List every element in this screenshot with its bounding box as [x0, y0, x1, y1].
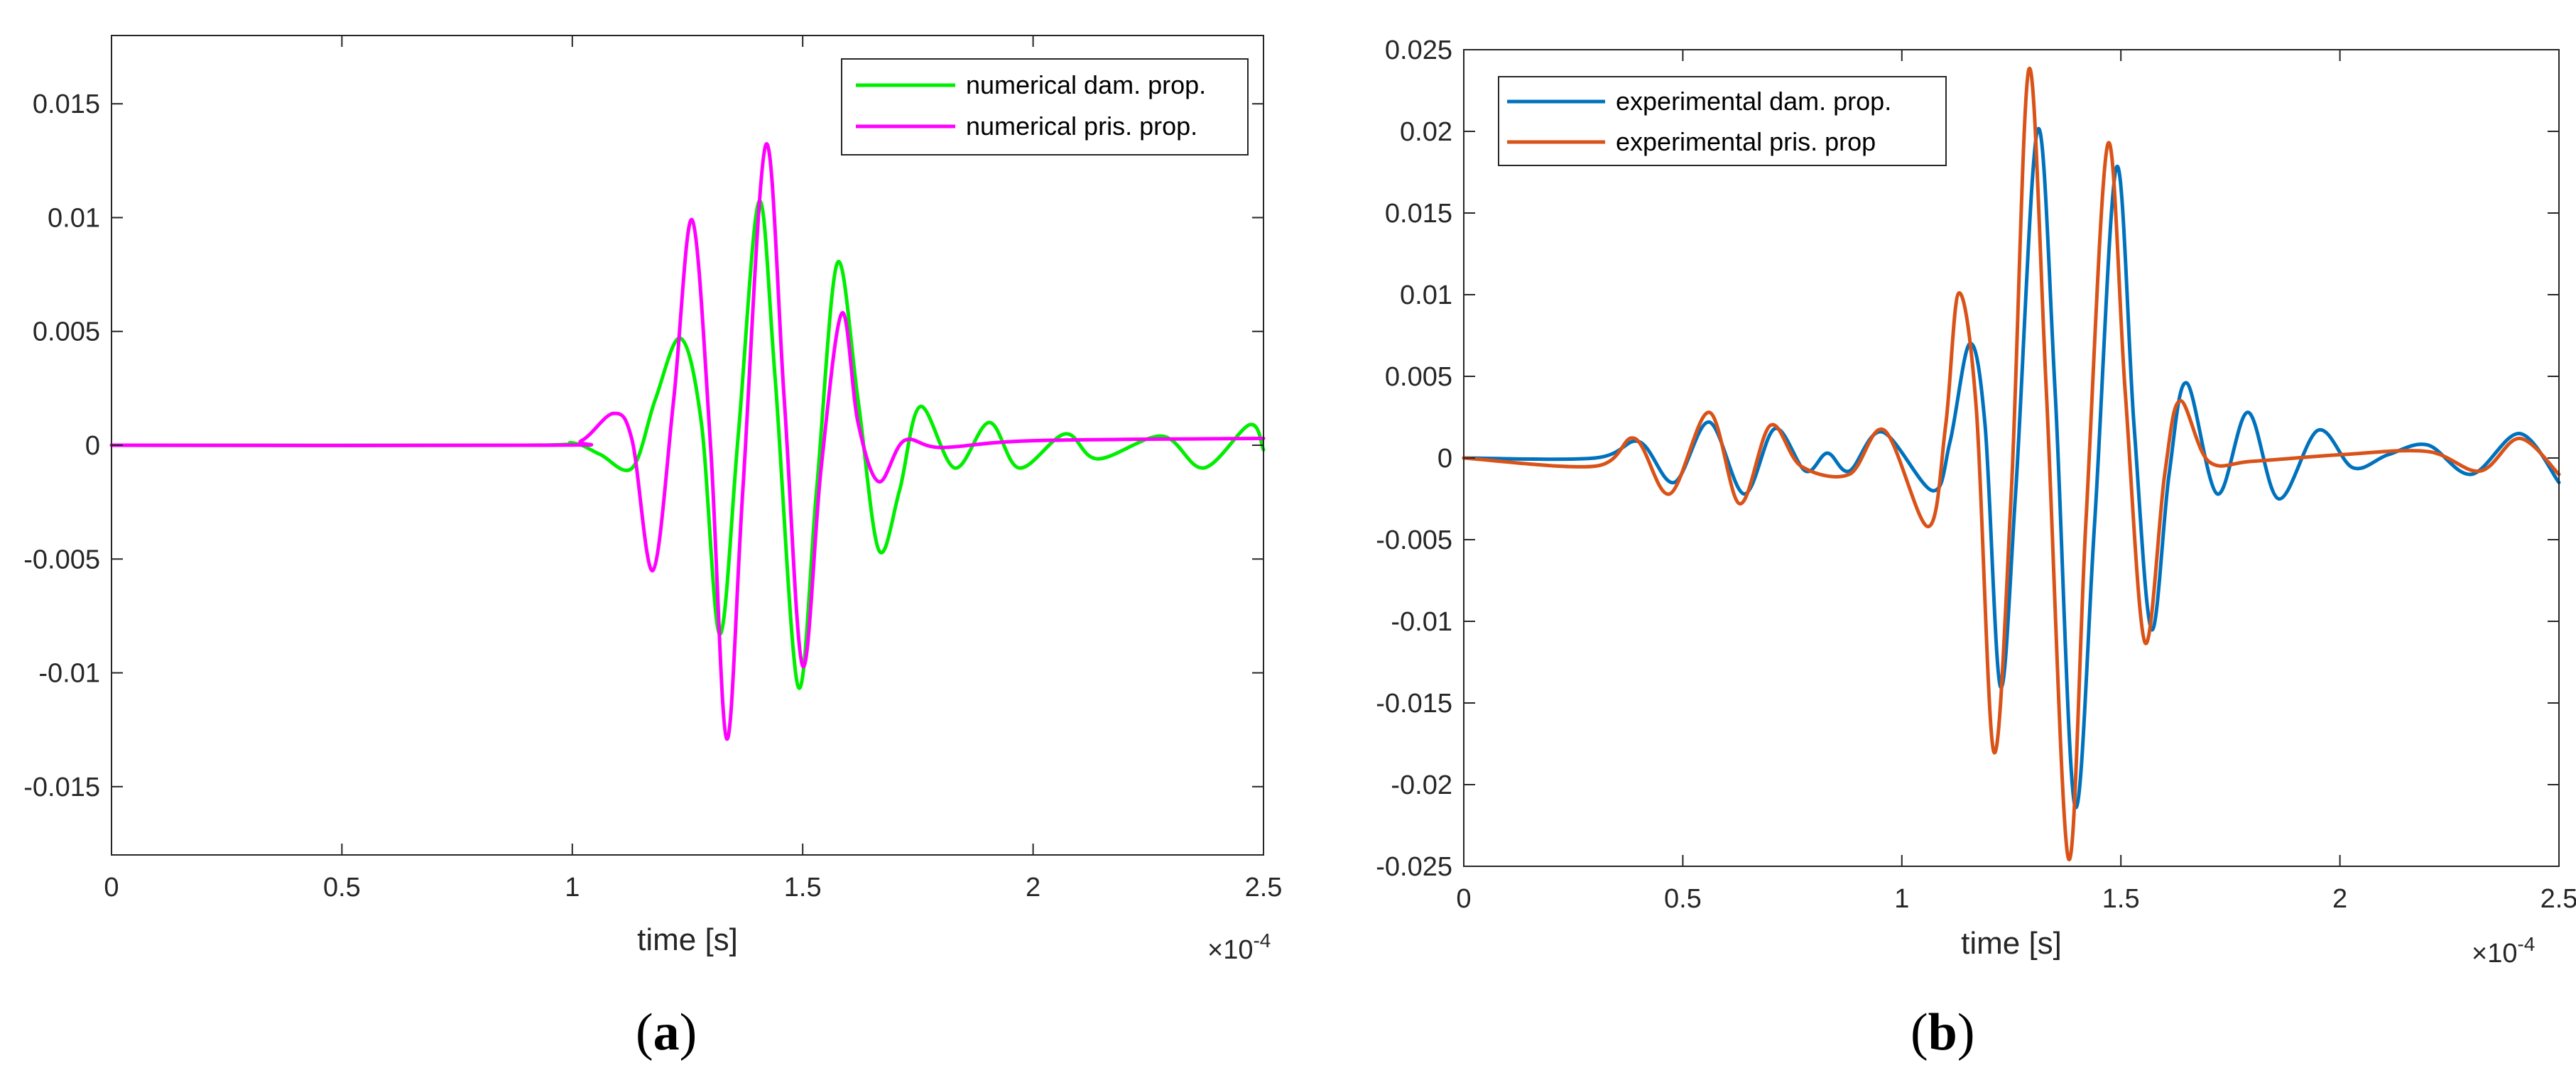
- y-tick-label: 0.01: [48, 203, 100, 233]
- x-tick-label: 0: [104, 873, 119, 903]
- x-tick-label: 1: [565, 873, 580, 903]
- panel-b-tick-labels: 0 0.5 1 1.5 2 2.5 -0.025 -0.02 -0.015 -0.01 -0.005…: [1376, 36, 2576, 914]
- y-tick-label: 0.015: [1385, 199, 1452, 229]
- series-line-1: [109, 199, 1266, 690]
- panel-a-ticks: [111, 36, 1264, 855]
- y-tick-label: 0.025: [1385, 36, 1452, 65]
- x-tick-label: 1: [1894, 884, 1909, 914]
- panel-a-series-layer: [109, 142, 1266, 741]
- panel-b-legend-box: [1498, 76, 1947, 166]
- panel-b-ticks: [1463, 49, 2560, 867]
- panel-b-chart: 0 0.5 1 1.5 2 2.5 -0.025 -0.02 -0.015 -0.01 -0.005…: [1376, 36, 2576, 1062]
- y-tick-label: 0.015: [33, 89, 100, 119]
- x-tick-label: 2: [2332, 884, 2347, 914]
- x-tick-label: 2.5: [1245, 873, 1283, 903]
- series-line-2: [1462, 66, 2561, 861]
- x-tick-label: 1.5: [2102, 884, 2140, 914]
- x-tick-label: 0.5: [323, 873, 361, 903]
- y-tick-label: -0.005: [23, 545, 100, 574]
- y-tick-label: -0.015: [23, 773, 100, 802]
- y-tick-label: -0.005: [1376, 525, 1452, 555]
- panel-a-legend-label-2: numerical pris. prop.: [966, 111, 1197, 141]
- panel-b-legend: experimental dam. prop. experimental pri…: [1498, 76, 1947, 166]
- panel-b-caption: (b): [1911, 1003, 1974, 1062]
- y-tick-label: 0.02: [1400, 117, 1452, 147]
- y-tick-label: 0.005: [33, 317, 100, 347]
- x-tick-label: 2.5: [2540, 884, 2576, 914]
- y-tick-label: 0.01: [1400, 280, 1452, 310]
- x-tick-label: 0.5: [1664, 884, 1702, 914]
- y-tick-label: -0.01: [38, 659, 100, 689]
- series-line-2: [109, 142, 1266, 741]
- x-tick-label: 2: [1026, 873, 1040, 903]
- panel-a-tick-labels: 0 0.5 1 1.5 2 2.5 -0.015 -0.01 -0.005 0 0.005 0.01 0…: [23, 89, 1282, 903]
- panel-a-x-exponent: ×10-4: [1207, 929, 1271, 965]
- y-tick-label: 0: [85, 431, 100, 461]
- x-tick-label: 0: [1456, 884, 1471, 914]
- panel-b-legend-label-1: experimental dam. prop.: [1616, 87, 1891, 116]
- panel-a-caption: (a): [636, 1003, 697, 1062]
- panel-b-series-layer: [1462, 66, 2561, 861]
- panel-a-chart: 0 0.5 1 1.5 2 2.5 -0.015 -0.01 -0.005 0 0.005 0.01 0…: [23, 35, 1282, 1062]
- panel-a-legend: numerical dam. prop. numerical pris. pro…: [841, 58, 1249, 156]
- y-tick-label: -0.02: [1391, 770, 1452, 800]
- panel-a-legend-box: [841, 58, 1249, 156]
- x-tick-label: 1.5: [784, 873, 822, 903]
- panel-b-x-axis-label: time [s]: [1961, 926, 2062, 961]
- panel-a-x-axis-label: time [s]: [637, 922, 738, 957]
- panel-b-legend-label-2: experimental pris. prop: [1616, 127, 1876, 156]
- series-line-1: [1462, 126, 2561, 809]
- panel-b-x-exponent: ×10-4: [2472, 933, 2535, 969]
- y-tick-label: -0.025: [1376, 852, 1452, 882]
- y-tick-label: 0: [1438, 444, 1452, 474]
- y-tick-label: -0.015: [1376, 689, 1452, 719]
- y-tick-label: 0.005: [1385, 362, 1452, 392]
- y-tick-label: -0.01: [1391, 607, 1452, 637]
- panel-a-legend-label-1: numerical dam. prop.: [966, 70, 1206, 99]
